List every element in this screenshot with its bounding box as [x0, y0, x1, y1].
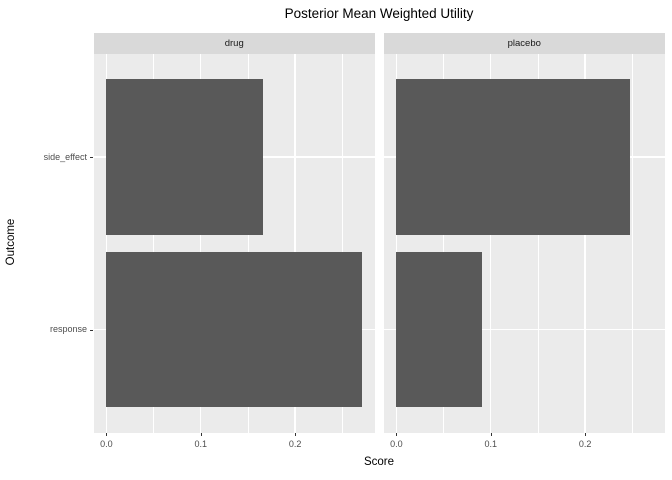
facet-strip-drug: drug — [93, 33, 375, 54]
x-tick-mark — [490, 433, 492, 436]
bar-drug-side_effect — [106, 79, 264, 235]
x-tick-label: 0.2 — [578, 438, 592, 449]
facet-strip-placebo: placebo — [383, 33, 665, 54]
x-tick-label: 0.2 — [288, 438, 302, 449]
y-tick-mark — [90, 157, 93, 158]
panel-placebo — [383, 53, 665, 433]
y-tick-label: side_effect — [43, 151, 87, 162]
x-axis-title: Score — [363, 456, 395, 468]
bar-placebo-side_effect — [396, 79, 631, 235]
major-gridline — [383, 328, 665, 331]
x-tick-mark — [106, 433, 108, 436]
panel-drug — [93, 53, 375, 433]
facet-strip-label: drug — [224, 37, 244, 49]
major-gridline — [294, 53, 296, 433]
minor-gridline — [341, 53, 343, 433]
y-tick-label: response — [49, 324, 87, 334]
x-tick-label: 0.0 — [390, 438, 403, 449]
x-tick-label: 0.1 — [484, 438, 497, 449]
x-tick-label: 0.0 — [100, 438, 113, 449]
x-tick-mark — [200, 433, 202, 436]
y-axis-title: Outcome — [5, 218, 17, 266]
minor-gridline — [631, 53, 633, 433]
minor-gridline — [247, 53, 249, 433]
major-gridline — [395, 53, 398, 433]
major-gridline — [584, 53, 586, 433]
major-gridline — [105, 53, 108, 433]
bar-placebo-response — [396, 251, 483, 408]
minor-gridline — [443, 53, 444, 433]
x-tick-label: 0.1 — [194, 438, 207, 449]
bar-drug-response — [106, 251, 363, 408]
x-tick-mark — [295, 433, 297, 436]
y-tick-mark — [90, 329, 93, 331]
chart-title: Posterior Mean Weighted Utility — [284, 6, 474, 21]
minor-gridline — [537, 53, 539, 433]
facet-strip-label: placebo — [507, 37, 541, 49]
x-tick-mark — [585, 433, 587, 436]
minor-gridline — [153, 53, 154, 433]
major-gridline — [199, 53, 202, 433]
x-tick-mark — [396, 433, 398, 436]
major-gridline — [489, 53, 492, 433]
